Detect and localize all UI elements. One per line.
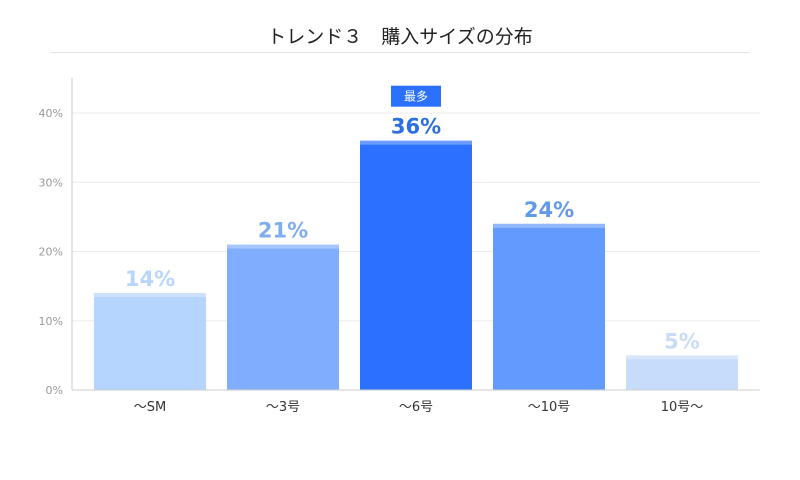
bar	[626, 355, 738, 390]
bar-top-highlight	[360, 140, 472, 145]
bar	[360, 140, 472, 390]
data-label: 5%	[664, 329, 700, 353]
bar	[94, 293, 206, 390]
y-tick-label: 40%	[39, 107, 63, 120]
bar-top-highlight	[94, 293, 206, 298]
y-tick-label: 30%	[39, 176, 63, 189]
data-label: 14%	[125, 267, 175, 291]
y-tick-label: 10%	[39, 315, 63, 328]
x-tick-label: ～10号	[528, 400, 571, 415]
bar-top-highlight	[493, 223, 605, 228]
bar	[227, 244, 339, 390]
x-tick-label: ～SM	[134, 400, 166, 415]
data-label: 21%	[258, 219, 308, 243]
data-label: 24%	[524, 198, 574, 222]
chart-title: トレンド３ 購入サイズの分布	[267, 26, 533, 48]
data-label: 36%	[391, 115, 441, 139]
bar-top-highlight	[626, 355, 738, 360]
title-divider	[50, 52, 750, 53]
highlight-badge	[391, 85, 441, 107]
highlight-badge-label: 最多	[404, 90, 428, 104]
y-tick-label: 20%	[39, 246, 63, 259]
x-tick-label: ～3号	[266, 400, 300, 415]
bar	[493, 223, 605, 390]
bar-top-highlight	[227, 244, 339, 249]
x-tick-label: 10号～	[661, 400, 704, 415]
x-tick-label: ～6号	[399, 400, 433, 415]
y-tick-label: 0%	[46, 384, 63, 397]
